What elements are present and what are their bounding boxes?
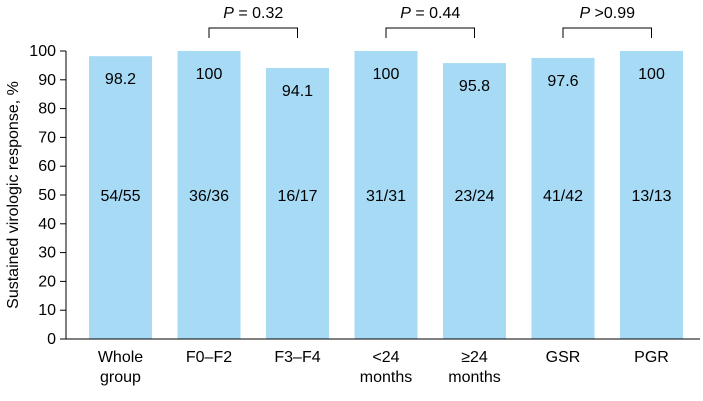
y-axis-label: Sustained virologic response, % xyxy=(5,81,22,309)
y-tick-label: 100 xyxy=(29,43,56,60)
category-label: PGR xyxy=(634,349,669,366)
y-tick-label: 30 xyxy=(38,245,56,262)
category-label: F0–F2 xyxy=(186,349,232,366)
comparison-bracket xyxy=(208,27,298,38)
bar-value-label: 95.8 xyxy=(459,78,490,95)
count-labels: 54/55 36/36 16/17 31/31 23/24 41/42 13/13 xyxy=(100,188,671,205)
bar-value-label: 94.1 xyxy=(282,83,313,100)
p-value-label: P >0.99 xyxy=(579,5,635,22)
category-label: F3–F4 xyxy=(274,349,320,366)
bar-count-label: 31/31 xyxy=(366,188,406,205)
y-tick-label: 70 xyxy=(38,129,56,146)
comparison-bracket xyxy=(385,27,475,38)
y-tick-label: 40 xyxy=(38,216,56,233)
value-labels: 98.2 100 94.1 100 95.8 97.6 100 xyxy=(105,66,665,100)
bar-value-label: 100 xyxy=(196,66,223,83)
y-tick-label: 0 xyxy=(47,331,56,348)
category-label: GSR xyxy=(546,349,581,366)
bar-count-label: 41/42 xyxy=(543,188,583,205)
bar xyxy=(443,63,506,339)
y-tick-label: 90 xyxy=(38,72,56,89)
category-label: ≥24 months xyxy=(448,349,500,386)
bar-value-label: 97.6 xyxy=(547,73,578,90)
y-tick-label: 20 xyxy=(38,273,56,290)
bar-value-label: 100 xyxy=(373,66,400,83)
comparison-bracket xyxy=(562,27,652,38)
category-label: Whole group xyxy=(98,349,143,386)
y-axis-ticks: 0 10 20 30 40 50 60 70 80 90 100 xyxy=(29,43,66,348)
bar-count-label: 54/55 xyxy=(100,188,140,205)
y-tick-label: 10 xyxy=(38,302,56,319)
axes xyxy=(65,51,700,340)
bar xyxy=(354,51,418,339)
bar-count-label: 13/13 xyxy=(631,188,671,205)
bar xyxy=(531,57,595,340)
y-tick-label: 50 xyxy=(38,187,56,204)
bar-count-label: 23/24 xyxy=(454,188,494,205)
bar-count-label: 16/17 xyxy=(277,188,317,205)
bar xyxy=(620,51,683,339)
p-value-brackets: P = 0.32 P = 0.44 P >0.99 xyxy=(208,5,652,38)
bar xyxy=(89,56,152,340)
category-label: <24 months xyxy=(360,349,412,386)
bar xyxy=(266,67,329,339)
bar-value-label: 98.2 xyxy=(105,71,136,88)
bar-value-label: 100 xyxy=(638,66,665,83)
p-value-label: P = 0.32 xyxy=(223,5,283,22)
y-tick-label: 60 xyxy=(38,158,56,175)
bars xyxy=(89,51,683,340)
p-value-label: P = 0.44 xyxy=(400,5,460,22)
bar-count-label: 36/36 xyxy=(189,188,229,205)
bar xyxy=(177,51,241,339)
y-tick-label: 80 xyxy=(38,101,56,118)
category-labels: Whole group F0–F2 F3–F4 <24 months ≥24 months GS… xyxy=(98,349,669,386)
